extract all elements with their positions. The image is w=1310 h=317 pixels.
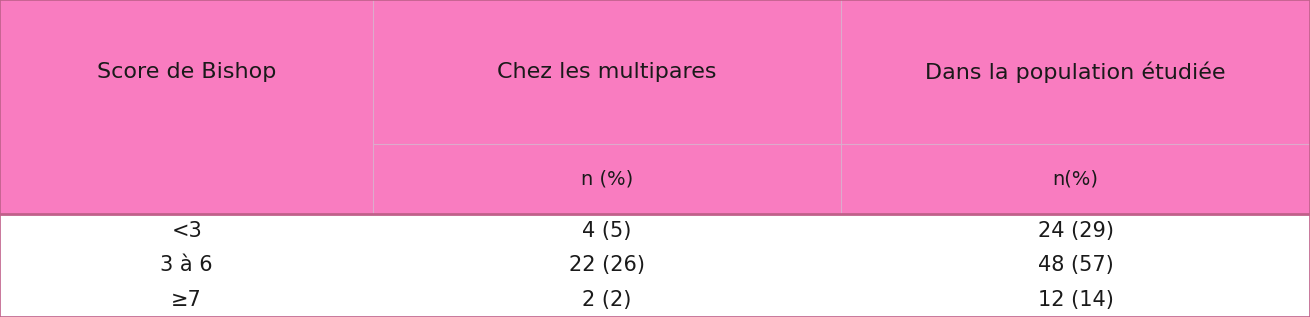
Text: n (%): n (%) (582, 170, 633, 189)
Text: 48 (57): 48 (57) (1038, 256, 1114, 275)
Text: 2 (2): 2 (2) (583, 290, 631, 310)
Text: 12 (14): 12 (14) (1038, 290, 1114, 310)
Bar (0, 214, 1310, 248)
Text: Score de Bishop: Score de Bishop (97, 62, 276, 82)
Bar (0, 283, 1310, 317)
Text: 3 à 6: 3 à 6 (160, 256, 214, 275)
Text: 4 (5): 4 (5) (583, 221, 631, 241)
Text: 24 (29): 24 (29) (1038, 221, 1114, 241)
Text: n(%): n(%) (1052, 170, 1099, 189)
Bar (0, 248, 1310, 283)
Text: 22 (26): 22 (26) (569, 256, 646, 275)
Text: ≥7: ≥7 (172, 290, 202, 310)
Text: <3: <3 (172, 221, 202, 241)
Text: Dans la population étudiée: Dans la population étudiée (925, 61, 1226, 83)
Bar (0, 0, 1310, 214)
Text: Chez les multipares: Chez les multipares (498, 62, 717, 82)
